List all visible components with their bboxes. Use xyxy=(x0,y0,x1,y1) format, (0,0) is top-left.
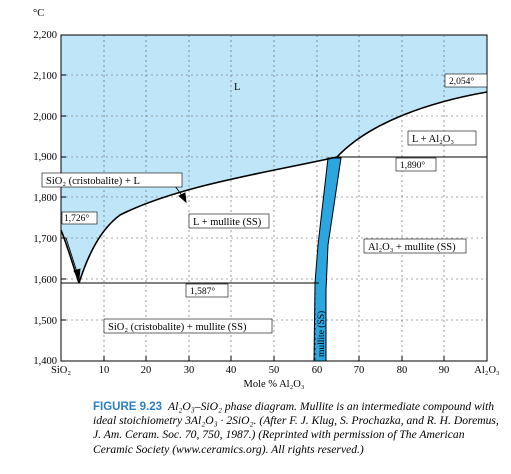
x-tick-label: 50 xyxy=(269,365,280,376)
label-cristobalite-mullite: SiO₂ (cristobalite) + mullite (SS) xyxy=(108,322,247,333)
x-tick-labels: SiO₂ 10 20 30 40 50 60 70 80 90 Al₂O₃ xyxy=(51,365,500,376)
x-tick-label: 70 xyxy=(354,365,365,376)
y-tick-label: 1,700 xyxy=(33,234,57,245)
region-labels: L SiO₂ (cristobalite) + L L + mullite (S… xyxy=(46,82,456,357)
y-tick-label: 2,200 xyxy=(33,30,57,41)
temp-alumina-melting: 2,054° xyxy=(449,76,474,87)
mullite-region-dashes xyxy=(314,283,327,361)
temperature-labels: 2,054° 1,890° 1,726° 1,587° xyxy=(64,76,474,297)
y-tick-labels: 2,200 2,100 2,000 1,900 1,800 1,700 1,60… xyxy=(33,30,57,367)
temp-peritectic: 1,890° xyxy=(400,160,425,171)
y-tick-label: 2,000 xyxy=(33,112,57,123)
x-tick-label: SiO₂ xyxy=(51,365,71,376)
liquidus-mullite xyxy=(78,156,338,284)
caption-text: Al₂O₃–SiO₂ phase diagram. Mullite is an … xyxy=(93,400,499,456)
x-tick-label: Al₂O₃ xyxy=(474,365,500,376)
y-tick-label: 2,100 xyxy=(33,71,57,82)
label-cristobalite-liquid: SiO₂ (cristobalite) + L xyxy=(46,176,140,187)
liquidus-alumina xyxy=(336,91,488,158)
label-liquid-mullite: L + mullite (SS) xyxy=(193,217,262,228)
x-tick-label: 80 xyxy=(397,365,408,376)
x-tick-label: 30 xyxy=(184,365,195,376)
figure-number: FIGURE 9.23 xyxy=(93,401,163,413)
label-liquid-alumina: L + Al₂O₃ xyxy=(412,134,454,145)
liquid-region xyxy=(61,35,487,283)
x-axis-label: Mole % Al₂O₃ xyxy=(244,379,305,390)
label-alumina-mullite: Al₂O₃ + mullite (SS) xyxy=(368,242,456,253)
y-tick-label: 1,800 xyxy=(33,193,57,204)
phase-diagram: °C 2,200 2,100 2,000 1,900 1,800 1,700 1… xyxy=(33,8,500,390)
y-tick-label: 1,500 xyxy=(33,316,57,327)
y-tick-label: 1,400 xyxy=(33,356,57,367)
x-tick-label: 10 xyxy=(99,365,110,376)
x-tick-label: 40 xyxy=(226,365,237,376)
figure-caption: FIGURE 9.23 Al₂O₃–SiO₂ phase diagram. Mul… xyxy=(93,400,505,457)
label-boxes xyxy=(41,73,488,334)
label-liquid: L xyxy=(234,82,240,93)
phase-boundaries xyxy=(60,91,488,284)
x-tick-label: 60 xyxy=(312,365,323,376)
y-tick-label: 1,900 xyxy=(33,152,57,163)
annotation-arrows xyxy=(65,185,187,281)
label-mullite: mullite (SS) xyxy=(316,311,327,357)
y-unit-label: °C xyxy=(33,8,44,19)
liquidus-silica xyxy=(60,229,80,284)
x-tick-label: 20 xyxy=(141,365,152,376)
x-tick-label: 90 xyxy=(439,365,450,376)
temp-cristobalite-melting: 1,726° xyxy=(64,213,89,224)
y-tick-label: 1,600 xyxy=(33,275,57,286)
temp-eutectic: 1,587° xyxy=(190,286,215,297)
